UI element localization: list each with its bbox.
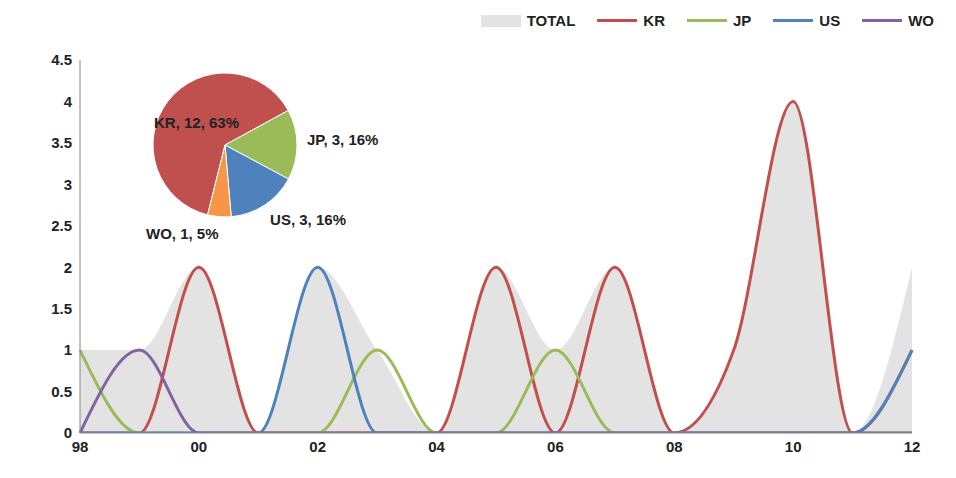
html-text:TOTAL: TOTAL (526, 12, 576, 29)
html-text:KR: KR (643, 12, 665, 29)
svg-text:02: 02 (309, 438, 326, 455)
svg-text:1: 1 (64, 341, 72, 358)
svg-text:4: 4 (64, 93, 73, 110)
svg-text:4.5: 4.5 (51, 51, 72, 68)
svg-text:0: 0 (64, 424, 72, 441)
svg-text:1.5: 1.5 (51, 300, 72, 317)
html-text:JP: JP (733, 12, 752, 29)
svg-text:98: 98 (72, 438, 89, 455)
html-text:WO: WO (908, 12, 934, 29)
svg-text:0.5: 0.5 (51, 383, 72, 400)
html-text:US: US (819, 12, 841, 29)
svg-text:WO, 1, 5%: WO, 1, 5% (146, 225, 219, 242)
svg-text:10: 10 (785, 438, 802, 455)
svg-text:JP, 3, 16%: JP, 3, 16% (307, 131, 378, 148)
svg-text:06: 06 (547, 438, 564, 455)
svg-text:12: 12 (904, 438, 921, 455)
svg-text:3.5: 3.5 (51, 134, 72, 151)
svg-text:KR, 12, 63%: KR, 12, 63% (154, 114, 239, 131)
svg-text:US, 3, 16%: US, 3, 16% (270, 211, 346, 228)
svg-text:2: 2 (64, 259, 72, 276)
svg-text:04: 04 (428, 438, 445, 455)
svg-text:2.5: 2.5 (51, 217, 72, 234)
svg-text:3: 3 (64, 176, 72, 193)
svg-text:08: 08 (666, 438, 683, 455)
svg-text:00: 00 (191, 438, 208, 455)
